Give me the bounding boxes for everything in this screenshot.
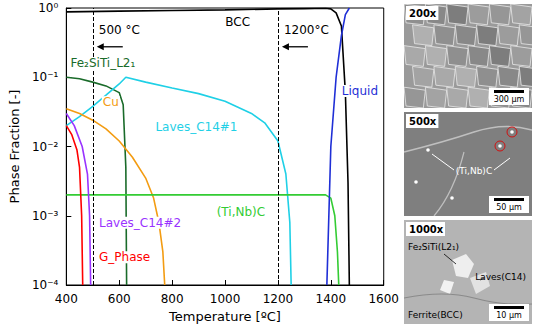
svg-text:Fe₂SiTi_L2₁: Fe₂SiTi_L2₁	[70, 56, 135, 70]
svg-text:50 µm: 50 µm	[496, 203, 522, 212]
svg-text:500 °C: 500 °C	[99, 23, 140, 37]
svg-text:BCC: BCC	[225, 15, 250, 29]
svg-text:10⁻¹: 10⁻¹	[32, 70, 59, 84]
svg-text:(Ti,Nb)C: (Ti,Nb)C	[456, 166, 492, 176]
svg-text:10⁻⁴: 10⁻⁴	[32, 278, 59, 292]
svg-text:Temperature [ºC]: Temperature [ºC]	[168, 309, 281, 324]
svg-text:Laves(C14): Laves(C14)	[475, 272, 526, 282]
svg-text:200x: 200x	[409, 8, 437, 19]
svg-text:1000x: 1000x	[409, 224, 444, 235]
svg-text:Phase Fraction [-]: Phase Fraction [-]	[7, 90, 22, 204]
svg-text:600: 600	[108, 292, 131, 306]
svg-text:1200: 1200	[263, 292, 294, 306]
svg-text:800: 800	[161, 292, 184, 306]
svg-text:400: 400	[55, 292, 78, 306]
svg-text:Cu: Cu	[103, 95, 119, 109]
svg-text:1400: 1400	[316, 292, 347, 306]
svg-text:10 µm: 10 µm	[496, 311, 522, 320]
svg-text:(Ti,Nb)C: (Ti,Nb)C	[217, 205, 265, 219]
svg-text:10⁻²: 10⁻²	[32, 140, 59, 154]
svg-text:G_Phase: G_Phase	[99, 250, 150, 264]
svg-text:Fe₂SiTi(L2₁): Fe₂SiTi(L2₁)	[408, 242, 459, 252]
svg-text:300 µm: 300 µm	[494, 95, 525, 104]
svg-text:1000: 1000	[210, 292, 241, 306]
svg-text:10⁻³: 10⁻³	[32, 209, 59, 223]
svg-text:1600: 1600	[368, 292, 399, 306]
svg-text:Laves_C14#1: Laves_C14#1	[155, 120, 237, 134]
svg-text:500x: 500x	[409, 116, 437, 127]
svg-text:10⁰: 10⁰	[38, 1, 58, 15]
svg-text:Liquid: Liquid	[342, 84, 378, 98]
svg-text:1200°C: 1200°C	[284, 23, 329, 37]
svg-text:Laves_C14#2: Laves_C14#2	[99, 216, 181, 230]
svg-text:Ferrite(BCC): Ferrite(BCC)	[408, 310, 463, 320]
